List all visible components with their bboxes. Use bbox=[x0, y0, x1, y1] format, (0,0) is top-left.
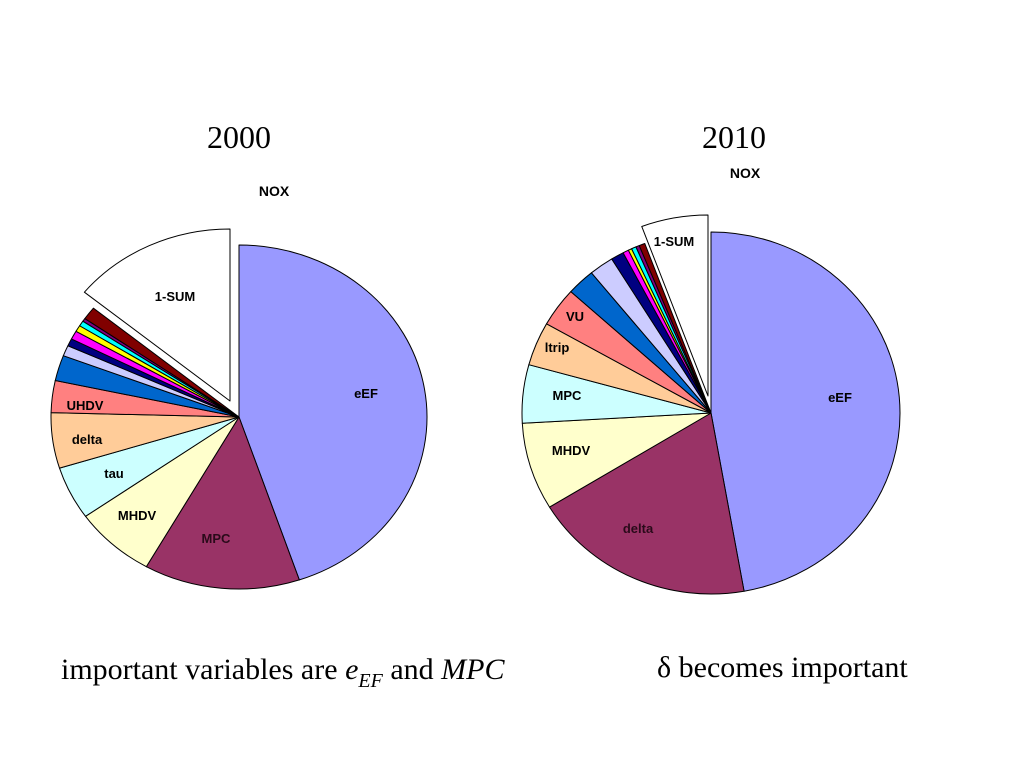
caption-right-symbol: δ bbox=[657, 651, 672, 684]
chart-title-2000: 2000 bbox=[207, 119, 271, 155]
caption-left-var2: MPC bbox=[441, 653, 505, 686]
caption-left-var1-subscript: EF bbox=[358, 670, 383, 692]
pie-slice-2000-unlabeled-13 bbox=[84, 307, 240, 418]
caption-right-text: becomes important bbox=[671, 651, 908, 684]
slice-label-2000-uhdv: UHDV bbox=[67, 398, 104, 413]
pie-slices-2010: eEF delta MHDV MPC ltrip VU 1-SUM bbox=[521, 214, 901, 595]
slice-label-2010-delta: delta bbox=[623, 521, 654, 536]
caption-left-var1: e bbox=[345, 653, 359, 686]
pie-slice-2000-1-sum bbox=[83, 228, 231, 402]
pie-chart-2010: 2010 NOX eEF delta MHDV MPC ltrip VU 1-SUM bbox=[521, 119, 901, 595]
slice-label-2000-mpc: MPC bbox=[202, 531, 232, 546]
pie-slice-2000-mpc bbox=[145, 416, 300, 590]
caption-important-variables: important variables are eEF and MPC bbox=[61, 653, 505, 691]
chart-subtitle-2010: NOX bbox=[730, 165, 761, 181]
pie-slice-2010-unlabeled-13 bbox=[638, 242, 712, 414]
slice-label-2000-delta: delta bbox=[72, 432, 103, 447]
slice-label-2010-ltrip: ltrip bbox=[545, 340, 570, 355]
slice-label-2010-1-sum: 1-SUM bbox=[654, 234, 694, 249]
slice-label-2000-mhdv: MHDV bbox=[118, 508, 157, 523]
pie-slice-2010-mhdv bbox=[521, 412, 712, 508]
pie-slice-2010-1-sum bbox=[641, 214, 709, 397]
pie-slice-2010-eef bbox=[710, 231, 901, 592]
slice-label-2010-vu: VU bbox=[566, 309, 584, 324]
slice-label-2010-eef: eEF bbox=[828, 390, 852, 405]
pie-slice-2000-eef bbox=[238, 244, 428, 581]
caption-left-middle: and bbox=[382, 653, 442, 686]
slice-label-2010-mpc: MPC bbox=[553, 388, 583, 403]
slice-label-2000-eef: eEF bbox=[354, 386, 378, 401]
pie-chart-2000: 2000 NOX eEF MPC MHDV tau delta UHDV 1-SUM bbox=[50, 119, 428, 590]
slice-label-2010-mhdv: MHDV bbox=[552, 443, 591, 458]
slice-label-2000-tau: tau bbox=[104, 466, 124, 481]
slice-label-2000-1-sum: 1-SUM bbox=[155, 289, 195, 304]
caption-delta-important: δ becomes important bbox=[657, 651, 908, 685]
pie-slices-2000: eEF MPC MHDV tau delta UHDV 1-SUM bbox=[50, 228, 428, 590]
chart-subtitle-2000: NOX bbox=[259, 183, 290, 199]
caption-left-prefix: important variables are bbox=[61, 653, 346, 686]
chart-title-2010: 2010 bbox=[702, 119, 766, 155]
pie-slice-2010-delta bbox=[549, 412, 745, 595]
